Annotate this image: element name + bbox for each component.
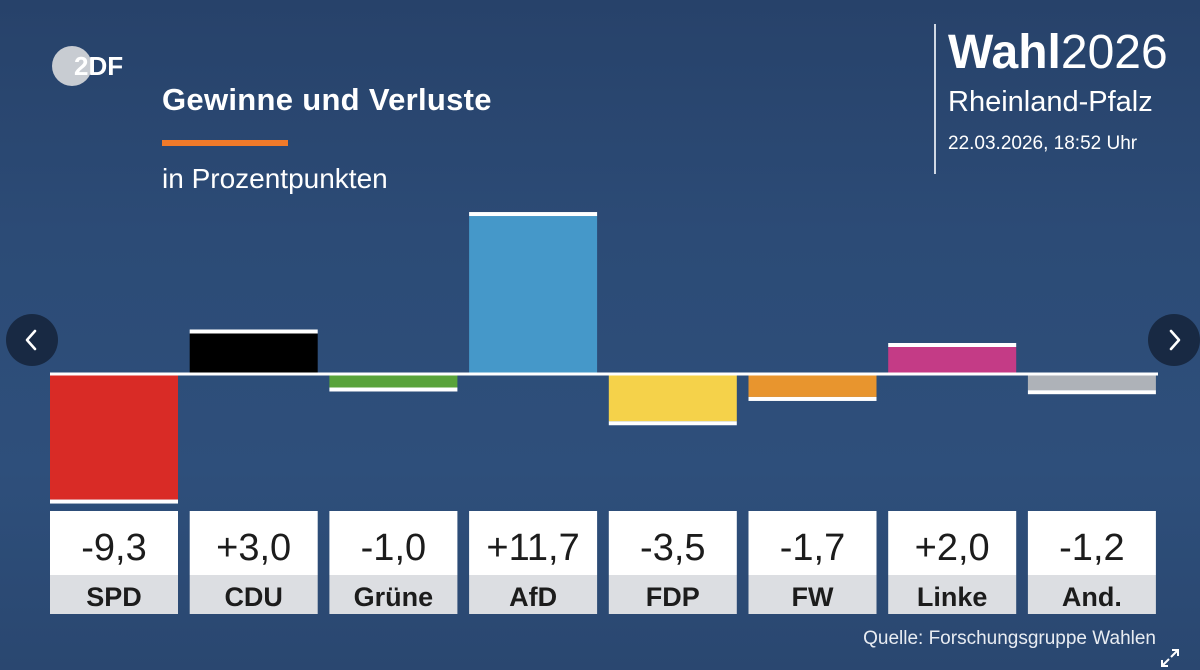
bar-grne <box>329 374 458 388</box>
value-label-spd: -9,3 <box>81 527 146 569</box>
value-label-fw: -1,7 <box>780 527 845 569</box>
zero-baseline <box>50 372 1158 376</box>
party-box-and <box>1027 575 1156 614</box>
bar-cdu <box>189 333 318 374</box>
party-label-afd: AfD <box>509 582 557 612</box>
brand-year: 2026 <box>1060 26 1168 79</box>
value-box-spd <box>50 511 178 575</box>
bar-fw <box>748 374 877 397</box>
party-box-fdp <box>608 575 737 614</box>
bar-and <box>1027 374 1156 391</box>
zdf-logo-text: 2DF <box>74 51 123 81</box>
bar-cap-cdu <box>189 329 318 334</box>
chevron-left-icon <box>25 329 37 351</box>
party-box-afd <box>469 575 598 614</box>
bar-cap-grne <box>329 387 458 392</box>
value-label-fdp: -3,5 <box>640 527 705 569</box>
chart-subtitle: in Prozentpunkten <box>162 163 388 194</box>
party-label-linke: Linke <box>917 582 988 612</box>
value-label-and: -1,2 <box>1059 527 1124 569</box>
value-box-fdp <box>608 511 737 575</box>
source-note: Quelle: Forschungsgruppe Wahlen <box>863 628 1156 649</box>
expand-icon[interactable] <box>1158 646 1182 670</box>
bar-cap-linke <box>888 343 1017 347</box>
party-label-spd: SPD <box>86 582 142 612</box>
chevron-right-icon <box>1169 329 1181 351</box>
election-brand: Wahl2026 Rheinland-Pfalz 22.03.2026, 18:… <box>934 24 1168 174</box>
next-slide-button[interactable] <box>1148 314 1200 366</box>
bar-cap-fw <box>748 396 877 401</box>
value-box-fw <box>748 511 877 575</box>
party-box-grne <box>329 575 458 614</box>
party-label-fw: FW <box>792 582 834 612</box>
party-box-spd <box>50 575 178 614</box>
bar-cap-afd <box>469 212 598 217</box>
bar-fdp <box>608 374 737 422</box>
bar-cap-spd <box>50 499 178 504</box>
party-label-fdp: FDP <box>646 582 700 612</box>
previous-slide-button[interactable] <box>6 314 58 366</box>
value-label-cdu: +3,0 <box>216 527 291 569</box>
chart-title: Gewinne und Verluste <box>162 82 492 117</box>
value-label-grne: -1,0 <box>361 527 426 569</box>
brand-region: Rheinland-Pfalz <box>948 86 1153 118</box>
party-box-linke <box>888 575 1017 614</box>
bar-linke <box>888 347 1017 374</box>
brand-wahl-word: Wahl <box>948 26 1061 79</box>
value-box-grne <box>329 511 458 575</box>
brand-timestamp: 22.03.2026, 18:52 Uhr <box>948 133 1138 154</box>
party-box-fw <box>748 575 877 614</box>
value-label-linke: +2,0 <box>915 527 990 569</box>
brand-wahl: Wahl2026 <box>948 24 1168 82</box>
value-label-afd: +11,7 <box>486 527 579 569</box>
party-box-cdu <box>189 575 318 614</box>
bar-cap-and <box>1027 390 1156 395</box>
value-box-cdu <box>189 511 318 575</box>
bar-cap-fdp <box>608 421 737 426</box>
value-box-afd <box>469 511 598 575</box>
bar-spd <box>50 374 178 500</box>
value-box-and <box>1027 511 1156 575</box>
party-label-grne: Grüne <box>354 582 434 612</box>
title-underline <box>162 140 288 146</box>
bar-afd <box>469 216 598 374</box>
party-label-cdu: CDU <box>224 582 283 612</box>
value-box-linke <box>888 511 1017 575</box>
zdf-logo: 2DF <box>52 46 123 86</box>
party-label-and: And. <box>1062 582 1122 612</box>
